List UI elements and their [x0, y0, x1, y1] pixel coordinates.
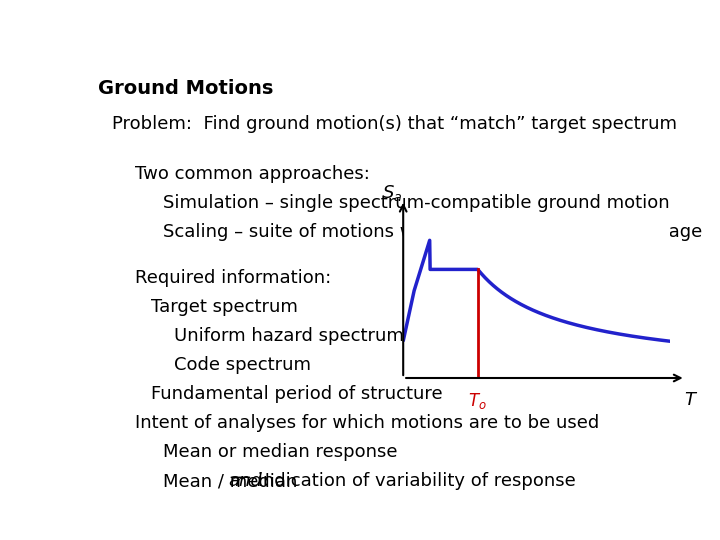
Text: Ground Motions: Ground Motions	[99, 79, 274, 98]
Text: Mean / median: Mean / median	[163, 472, 302, 490]
Text: Scaling – suite of motions with matching ensemble average: Scaling – suite of motions with matching…	[163, 223, 702, 241]
Text: $T_o$: $T_o$	[469, 391, 487, 411]
Text: Mean or median response: Mean or median response	[163, 443, 397, 461]
Text: $T$: $T$	[684, 391, 698, 409]
Text: Simulation – single spectrum-compatible ground motion: Simulation – single spectrum-compatible …	[163, 194, 669, 212]
Text: Code spectrum: Code spectrum	[174, 356, 311, 374]
Text: indication of variability of response: indication of variability of response	[253, 472, 576, 490]
Text: Problem:  Find ground motion(s) that “match” target spectrum: Problem: Find ground motion(s) that “mat…	[112, 114, 678, 133]
Text: Required information:: Required information:	[135, 268, 331, 287]
Text: Target spectrum: Target spectrum	[151, 298, 298, 316]
Text: Intent of analyses for which motions are to be used: Intent of analyses for which motions are…	[135, 414, 599, 432]
Text: $S_a$: $S_a$	[382, 183, 402, 203]
Text: Two common approaches:: Two common approaches:	[135, 165, 369, 183]
Text: and: and	[228, 472, 262, 490]
Text: Uniform hazard spectrum (UHS): Uniform hazard spectrum (UHS)	[174, 327, 462, 345]
Text: Fundamental period of structure: Fundamental period of structure	[151, 385, 443, 403]
